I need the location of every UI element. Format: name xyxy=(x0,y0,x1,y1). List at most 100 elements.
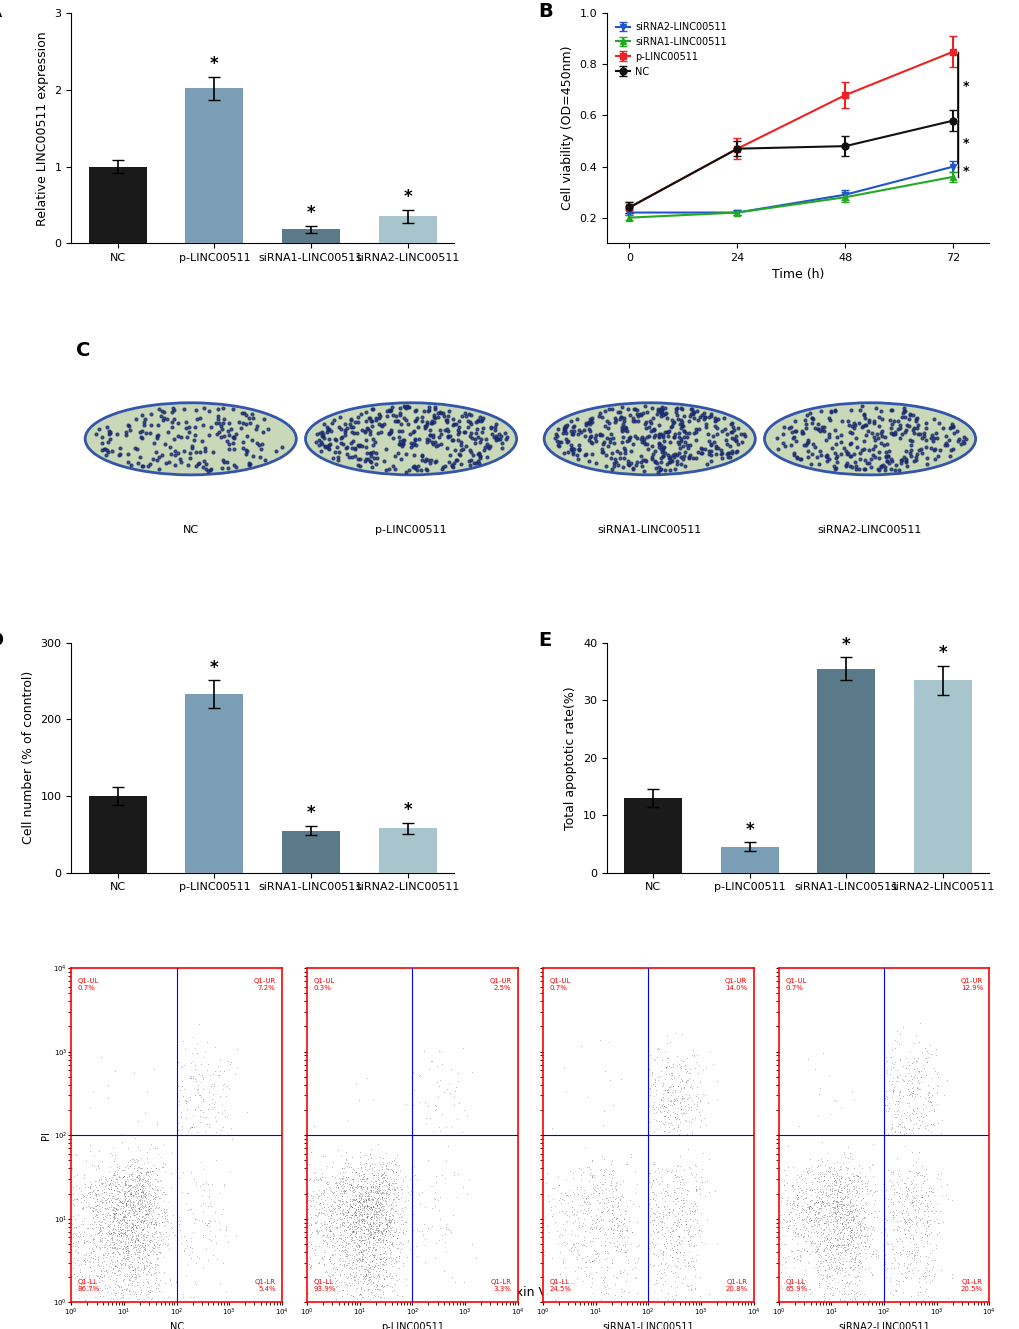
Point xyxy=(353,1241,369,1263)
Point xyxy=(809,1211,825,1232)
Point xyxy=(113,1224,129,1245)
Point xyxy=(322,1225,338,1247)
Point xyxy=(834,1215,850,1236)
Point xyxy=(111,1211,127,1232)
Point xyxy=(836,1205,852,1227)
Point xyxy=(919,1285,935,1306)
Point xyxy=(668,1187,685,1208)
Point xyxy=(129,1191,146,1212)
Point xyxy=(833,1213,849,1235)
Point xyxy=(415,1213,431,1235)
Point xyxy=(345,1181,362,1203)
Point xyxy=(817,1249,834,1271)
Text: Q1-UL
0.7%: Q1-UL 0.7% xyxy=(549,978,571,991)
Point xyxy=(383,1172,399,1193)
Point xyxy=(321,1247,337,1268)
Point xyxy=(70,1177,87,1199)
Point xyxy=(596,1221,612,1243)
Point xyxy=(430,1200,446,1221)
Point xyxy=(863,1244,879,1265)
Point xyxy=(604,1191,621,1212)
Point xyxy=(679,1224,695,1245)
Point xyxy=(68,1216,85,1237)
Point xyxy=(311,1201,327,1223)
Point xyxy=(324,1203,340,1224)
Point xyxy=(367,1177,383,1199)
Point xyxy=(391,1203,408,1224)
Point xyxy=(123,1181,140,1203)
Point xyxy=(924,1114,941,1135)
Point xyxy=(590,1192,606,1213)
Point xyxy=(811,1164,827,1185)
Point xyxy=(820,1228,837,1249)
Point xyxy=(878,1062,895,1083)
Point xyxy=(828,1191,845,1212)
Point xyxy=(862,1261,878,1282)
Point xyxy=(376,1233,392,1255)
Point xyxy=(664,1088,681,1110)
Point xyxy=(319,1235,335,1256)
Point xyxy=(363,1189,379,1211)
Point xyxy=(86,1197,102,1219)
Point xyxy=(434,1164,450,1185)
Point xyxy=(899,1253,915,1275)
Point xyxy=(338,1248,355,1269)
Point xyxy=(630,1195,646,1216)
Point xyxy=(879,1098,896,1119)
Point xyxy=(656,1180,673,1201)
Point xyxy=(855,1200,871,1221)
Point xyxy=(102,1204,118,1225)
Text: *: * xyxy=(842,635,850,654)
Point xyxy=(339,1223,356,1244)
Point xyxy=(579,1197,595,1219)
Point xyxy=(812,1195,828,1216)
Point xyxy=(130,1263,147,1284)
Point xyxy=(662,1276,679,1297)
Point xyxy=(823,1269,840,1290)
Point xyxy=(785,1180,801,1201)
Point xyxy=(176,1090,193,1111)
Point xyxy=(866,1174,882,1195)
Point xyxy=(123,1263,140,1284)
Point xyxy=(810,1241,826,1263)
Point xyxy=(423,1197,439,1219)
Point xyxy=(447,1076,464,1098)
Point xyxy=(683,1075,699,1096)
Point xyxy=(183,1237,200,1259)
Point xyxy=(127,1225,144,1247)
Point xyxy=(135,1175,151,1196)
Point xyxy=(351,1184,367,1205)
Point xyxy=(882,1114,899,1135)
Point xyxy=(569,1224,585,1245)
Point xyxy=(329,1177,345,1199)
Point xyxy=(921,1189,937,1211)
Point xyxy=(608,1235,625,1256)
Point xyxy=(668,1155,685,1176)
Point xyxy=(117,1232,133,1253)
Point xyxy=(358,1152,374,1174)
Text: Q1-UL
0.7%: Q1-UL 0.7% xyxy=(785,978,806,991)
Point xyxy=(418,1107,434,1128)
Point xyxy=(675,1050,691,1071)
Point xyxy=(149,1253,165,1275)
Point xyxy=(353,1193,369,1215)
Point xyxy=(361,1232,377,1253)
Point xyxy=(664,1203,681,1224)
Point xyxy=(385,1172,401,1193)
Point xyxy=(840,1284,856,1305)
Point xyxy=(98,1261,114,1282)
Point xyxy=(676,1055,692,1076)
Point xyxy=(139,1244,155,1265)
Point xyxy=(91,1196,107,1217)
Point xyxy=(394,1221,411,1243)
Point xyxy=(310,1168,326,1189)
Point xyxy=(372,1286,388,1308)
Point xyxy=(338,1244,355,1265)
Point xyxy=(923,1095,940,1116)
Point xyxy=(677,1249,693,1271)
Point xyxy=(814,1231,830,1252)
Point xyxy=(138,1204,154,1225)
Point xyxy=(107,1175,123,1196)
Point xyxy=(359,1224,375,1245)
Point xyxy=(101,1255,117,1276)
